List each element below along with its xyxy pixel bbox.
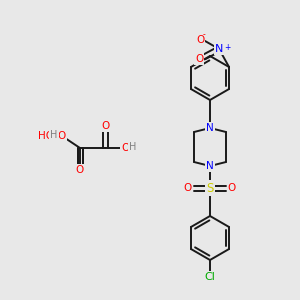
Text: N: N xyxy=(206,161,214,171)
Text: O: O xyxy=(101,121,109,131)
Text: -: - xyxy=(203,31,206,40)
Text: H: H xyxy=(129,142,137,152)
Text: O: O xyxy=(228,183,236,193)
Text: S: S xyxy=(206,182,214,194)
Text: O: O xyxy=(196,35,204,45)
Text: HO: HO xyxy=(38,131,54,141)
Text: O: O xyxy=(121,143,129,153)
Text: O: O xyxy=(195,54,203,64)
Text: O: O xyxy=(184,183,192,193)
Text: O: O xyxy=(76,165,84,175)
Text: N: N xyxy=(215,44,223,54)
Text: O: O xyxy=(58,131,66,141)
Text: Cl: Cl xyxy=(205,272,215,282)
Text: +: + xyxy=(224,43,230,52)
Text: N: N xyxy=(206,123,214,133)
Text: H: H xyxy=(50,130,58,140)
